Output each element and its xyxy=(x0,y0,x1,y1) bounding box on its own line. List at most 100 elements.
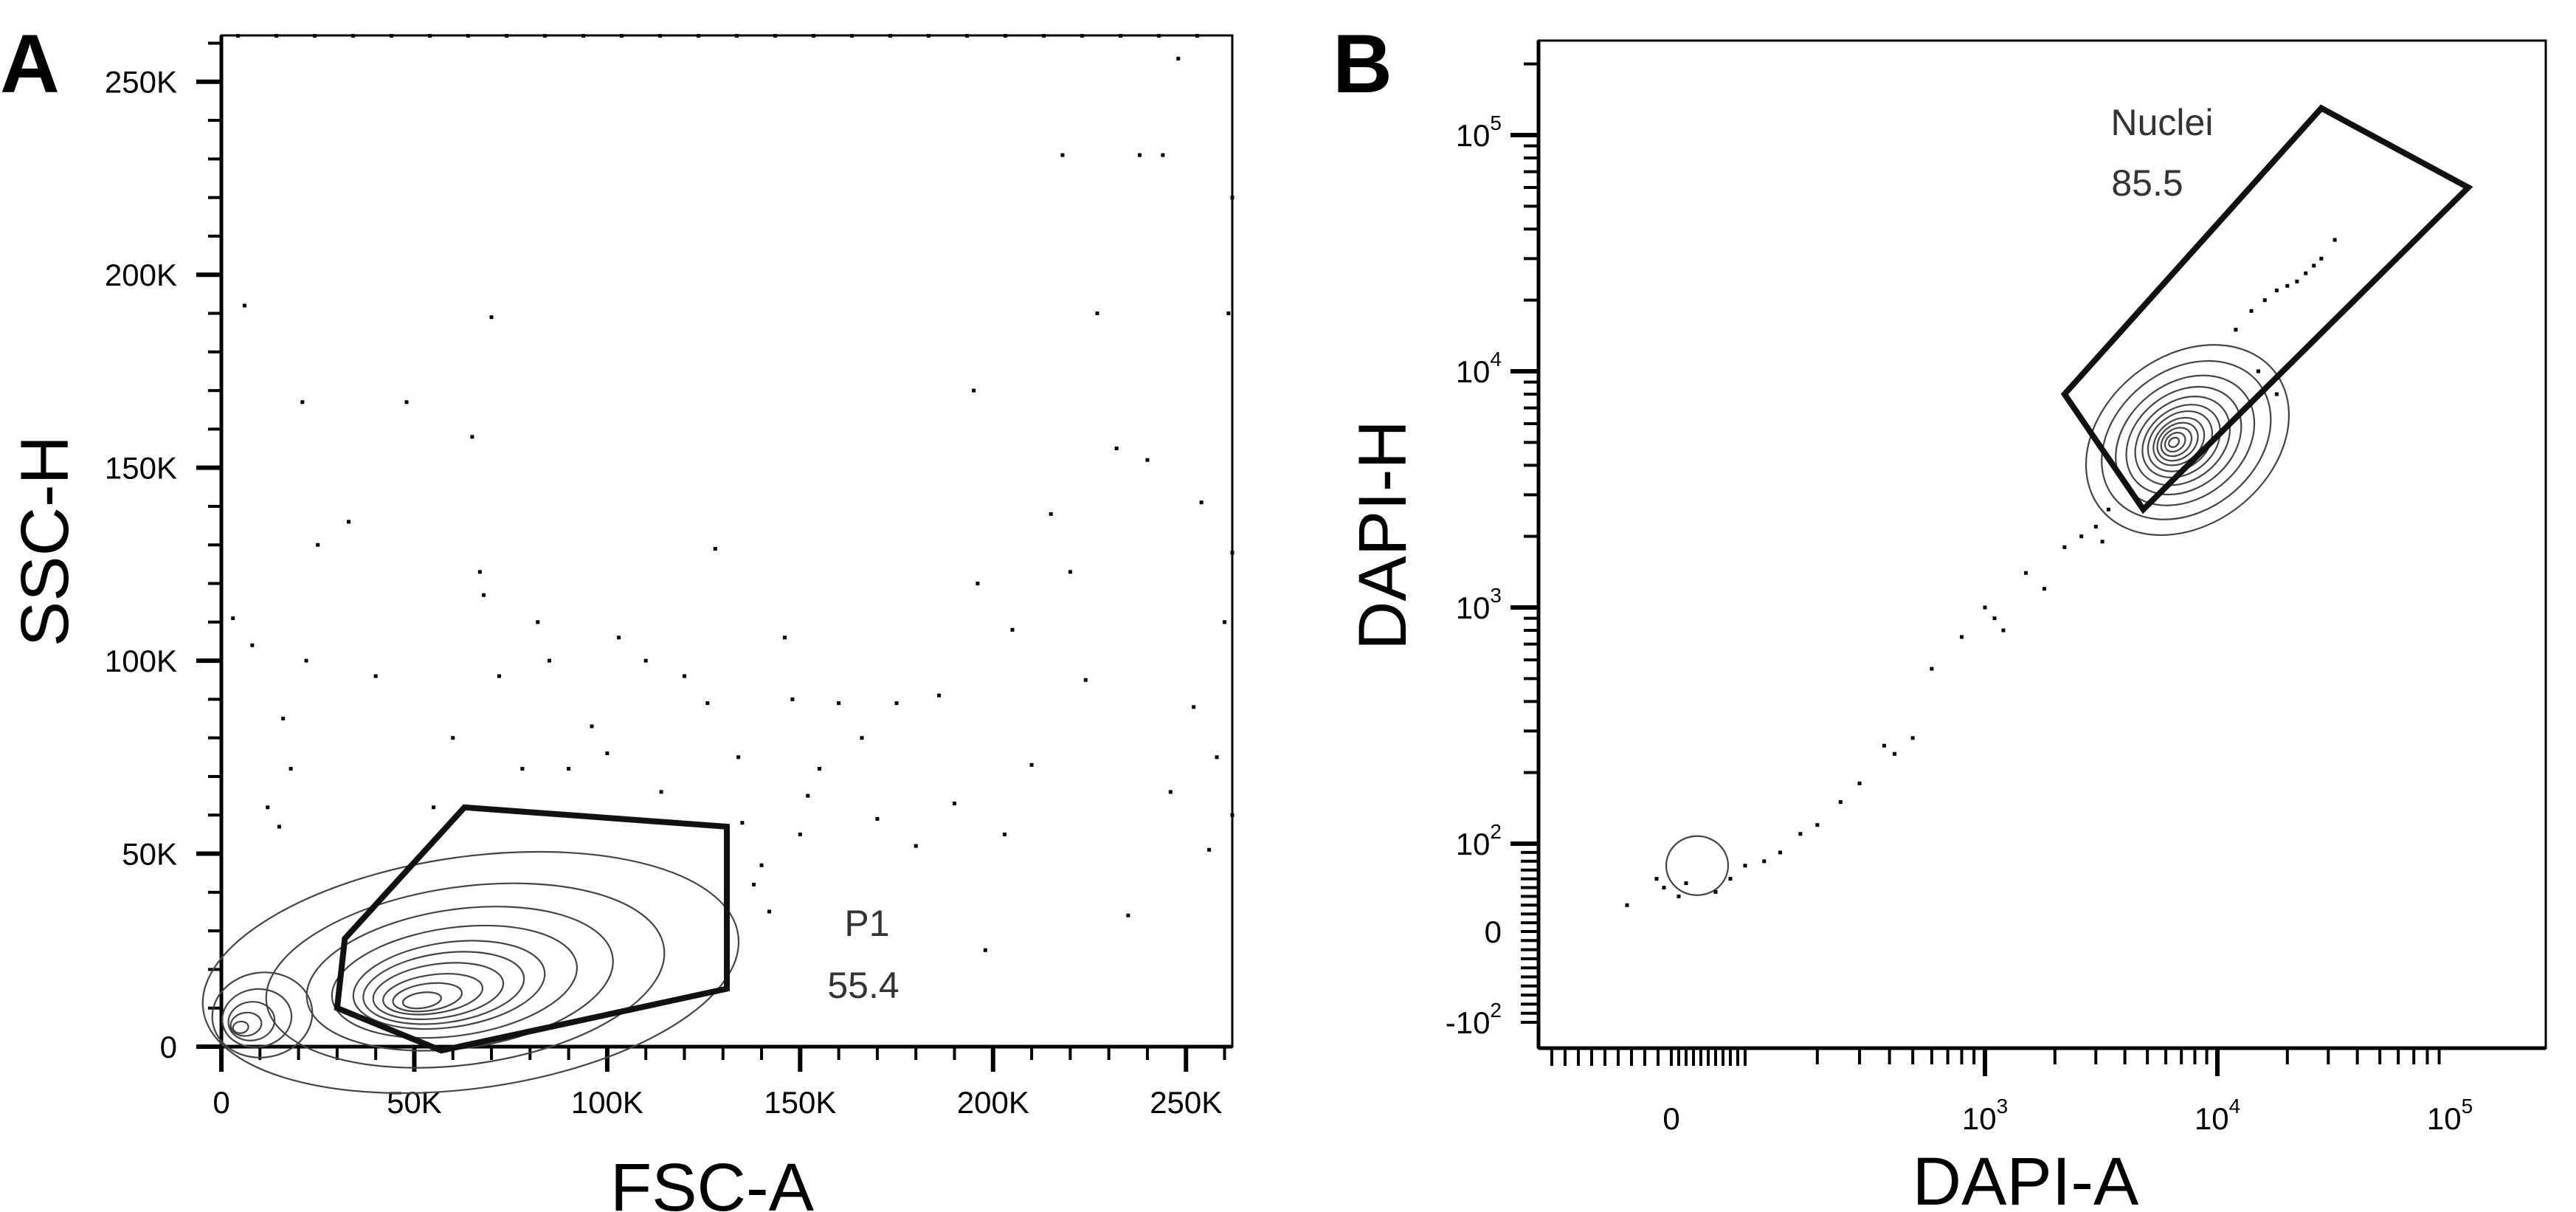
scatter-point xyxy=(1654,877,1659,881)
scatter-point xyxy=(1762,859,1767,864)
panel-b-ticks: 0 103 104 105 -102 0 102 103 104 105 xyxy=(1446,62,2473,1136)
scatter-point xyxy=(1662,886,1666,889)
scatter-point xyxy=(1199,500,1204,505)
scatter-point xyxy=(2023,571,2028,575)
scatter-point xyxy=(2100,540,2104,544)
y-tick-label: 104 xyxy=(1456,348,1502,389)
scatter-point xyxy=(1882,743,1886,748)
tick-exponent: 3 xyxy=(1490,584,1502,607)
scatter-point xyxy=(250,643,255,647)
contour-line xyxy=(372,962,505,1021)
contour-line xyxy=(1665,835,1730,896)
contour-line xyxy=(229,1011,263,1037)
scatter-point xyxy=(2332,238,2337,242)
scatter-point xyxy=(1960,635,1964,639)
scatter-point xyxy=(313,34,317,38)
gate-p1-name: P1 xyxy=(844,903,889,944)
scatter-point xyxy=(390,34,393,38)
scatter-point xyxy=(965,34,969,38)
contour-line xyxy=(352,940,546,1030)
scatter-point xyxy=(2249,309,2254,313)
scatter-point xyxy=(759,863,764,867)
contour-line xyxy=(305,906,614,1052)
scatter-point xyxy=(643,658,648,663)
gate-p1[interactable] xyxy=(334,804,730,1054)
scatter-point xyxy=(1157,34,1161,38)
y-tick-label: 103 xyxy=(1456,584,1502,625)
scatter-point xyxy=(983,948,987,952)
panel-a-x-axis-title: FSC-A xyxy=(610,1150,815,1212)
scatter-point xyxy=(404,400,409,404)
scatter-point xyxy=(659,790,663,794)
scatter-point xyxy=(520,767,525,771)
scatter-point xyxy=(304,658,308,663)
panel-a-ticks: 0 50K 100K 150K 200K 250K 0 50K 100K 150K 200K 250K xyxy=(105,41,1226,1120)
panel-a-contours xyxy=(201,850,740,1095)
contour-line xyxy=(2168,436,2180,448)
x-tick-label: 50K xyxy=(387,1085,442,1120)
scatter-point xyxy=(451,736,455,740)
scatter-point xyxy=(2312,264,2316,268)
x-tick-label: 150K xyxy=(764,1085,836,1120)
x-tick-label: 250K xyxy=(1150,1085,1222,1120)
scatter-point xyxy=(2093,524,2098,528)
y-tick-label: 105 xyxy=(1456,111,1502,153)
scatter-point xyxy=(231,616,235,621)
tick-exponent: 2 xyxy=(1490,820,1502,843)
scatter-point xyxy=(2062,545,2067,549)
panel-b-scatter-points xyxy=(1625,238,2337,907)
scatter-point xyxy=(953,802,957,806)
contour-line xyxy=(2125,385,2242,496)
scatter-point xyxy=(2274,392,2279,396)
scatter-point xyxy=(735,34,739,38)
scatter-point xyxy=(1910,736,1915,740)
contour-line xyxy=(401,991,442,1010)
contour-line xyxy=(2156,421,2199,462)
x-tick-label: 0 xyxy=(213,1085,229,1120)
scatter-point xyxy=(1677,894,1681,898)
contour-line xyxy=(2134,396,2231,486)
scatter-point xyxy=(428,34,432,38)
scatter-point xyxy=(752,882,756,886)
gate-nuclei-name: Nuclei xyxy=(2111,102,2214,143)
scatter-point xyxy=(682,674,686,678)
contour-line xyxy=(392,982,463,1013)
scatter-point xyxy=(1029,762,1034,767)
scatter-point xyxy=(1684,881,1688,886)
panel-a-y-axis-title: SSC-H xyxy=(7,435,83,647)
scatter-point xyxy=(2001,628,2006,633)
y-tick-label: 200K xyxy=(105,258,177,292)
scatter-point xyxy=(1042,34,1046,38)
scatter-point xyxy=(2079,534,2084,539)
contour-line xyxy=(201,850,740,1095)
scatter-point xyxy=(1798,832,1803,836)
y-tick-label: -102 xyxy=(1446,999,1502,1040)
gate-nuclei[interactable] xyxy=(2060,104,2473,514)
scatter-point xyxy=(860,736,864,740)
scatter-point xyxy=(1002,832,1006,836)
scatter-point xyxy=(736,755,741,760)
y-tick-label: 50K xyxy=(122,837,177,872)
scatter-point xyxy=(888,34,892,38)
tick-exponent: 2 xyxy=(1490,999,1502,1022)
scatter-point xyxy=(798,832,802,836)
scatter-point xyxy=(466,34,470,38)
scatter-point xyxy=(1145,458,1150,462)
gate-nuclei-percent: 85.5 xyxy=(2111,162,2183,204)
tick-exponent: 5 xyxy=(1490,111,1502,134)
panel-b: B 0 103 104 105 -102 0 102 103 104 105 Nuclei 85.… xyxy=(1333,18,2547,1212)
x-tick-label: 100K xyxy=(571,1085,643,1120)
scatter-point xyxy=(1223,620,1227,624)
scatter-point xyxy=(277,824,281,829)
scatter-point xyxy=(1080,34,1084,38)
scatter-point xyxy=(1778,850,1782,855)
scatter-point xyxy=(937,693,942,698)
contour-line xyxy=(265,882,666,1069)
scatter-point xyxy=(1095,311,1099,315)
scatter-point xyxy=(658,34,662,38)
scatter-point xyxy=(1138,153,1142,157)
scatter-point xyxy=(2042,587,2046,591)
scatter-point xyxy=(1049,512,1053,516)
scatter-point xyxy=(790,697,795,701)
